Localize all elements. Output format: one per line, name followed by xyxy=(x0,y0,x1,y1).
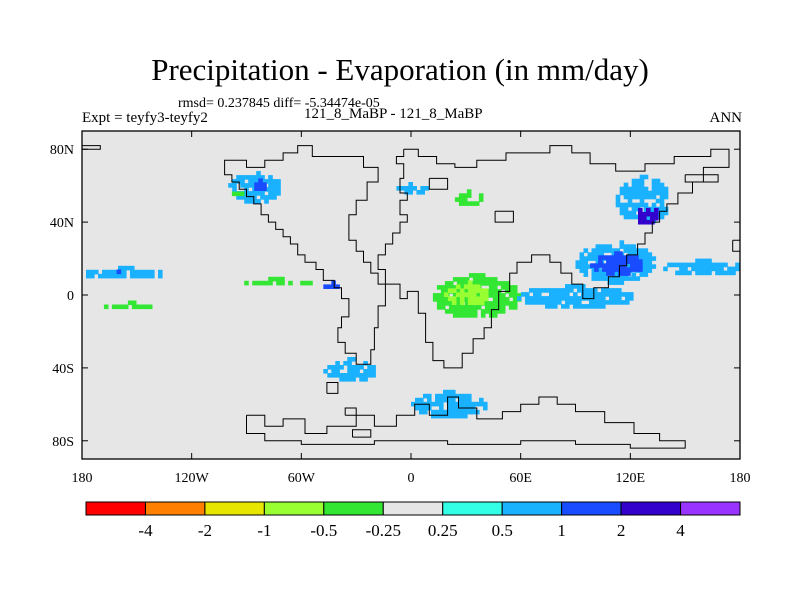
colorbar-swatch xyxy=(204,501,265,516)
anomaly-layer xyxy=(86,171,740,419)
colorbar-swatch xyxy=(382,501,444,516)
x-tick-label: 180 xyxy=(72,471,93,486)
colorbar-label: -0.25 xyxy=(366,521,401,540)
colorbar-swatch xyxy=(680,501,741,516)
colorbar-label: 2 xyxy=(617,521,626,540)
anomaly-region xyxy=(663,258,740,276)
colorbar: -4 -2 -1 -0.5 -0.25 0.25 0.5 1 2 4 xyxy=(85,501,741,540)
experiment-label: Expt = teyfy3-teyfy2 xyxy=(82,110,208,126)
chart-title: Precipitation - Evaporation (in mm/day) xyxy=(151,52,649,87)
y-tick-label: 40S xyxy=(52,362,74,377)
colorbar-swatch xyxy=(323,501,384,516)
y-tick-label: 80S xyxy=(52,435,74,450)
stats-label: rmsd= 0.237845 diff= -5.34474e-05 xyxy=(178,96,380,111)
y-tick-label: 80N xyxy=(50,143,74,158)
colorbar-swatch xyxy=(620,501,682,516)
anomaly-region xyxy=(323,357,376,382)
colorbar-label: -2 xyxy=(198,521,212,540)
anomaly-region xyxy=(454,189,484,206)
x-tick-label: 180 xyxy=(730,471,751,486)
anomaly-region xyxy=(443,280,489,305)
colorbar-swatch xyxy=(144,501,206,516)
colorbar-swatch xyxy=(85,501,146,516)
colorbar-label: 0.25 xyxy=(428,521,458,540)
x-tick-label: 0 xyxy=(408,471,415,486)
colorbar-label: -1 xyxy=(257,521,271,540)
axis-ticks: 180 120W 60W 0 60E 120E 180 80N 40N 0 40S 80S xyxy=(50,131,751,486)
colorbar-swatch xyxy=(501,501,563,516)
anomaly-region xyxy=(244,276,313,286)
colorbar-label: -4 xyxy=(138,521,153,540)
anomaly-region xyxy=(103,300,153,310)
y-tick-label: 0 xyxy=(67,289,74,304)
case-label: 121_8_MaBP - 121_8_MaBP xyxy=(304,106,483,122)
anomaly-region xyxy=(254,178,267,191)
colorbar-label: 1 xyxy=(557,521,566,540)
anomaly-region xyxy=(638,207,659,225)
colorbar-label: -0.5 xyxy=(310,521,337,540)
colorbar-swatch xyxy=(442,501,503,516)
x-tick-label: 120W xyxy=(175,471,210,486)
anomaly-region xyxy=(396,182,429,195)
colorbar-label: 4 xyxy=(676,521,685,540)
colorbar-swatch xyxy=(263,501,325,516)
x-tick-label: 120E xyxy=(616,471,646,486)
anomaly-region xyxy=(323,280,340,289)
anomaly-region xyxy=(116,269,122,275)
colorbar-label: 0.5 xyxy=(492,521,513,540)
x-tick-label: 60W xyxy=(288,471,316,486)
anomaly-region xyxy=(517,284,634,309)
y-tick-label: 40N xyxy=(50,216,74,231)
colorbar-swatch xyxy=(561,501,622,516)
anomaly-region xyxy=(231,191,245,197)
x-tick-label: 60E xyxy=(509,471,532,486)
season-label: ANN xyxy=(709,110,743,126)
